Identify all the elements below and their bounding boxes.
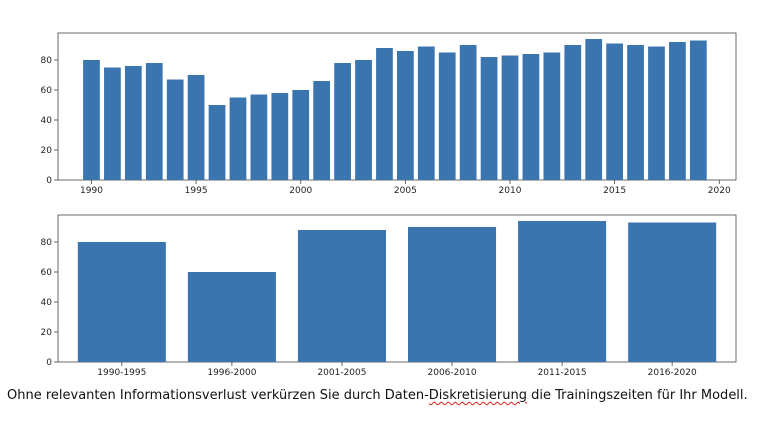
y-tick-label: 20 — [41, 328, 53, 338]
y-tick-label: 0 — [46, 358, 52, 368]
bar — [628, 222, 717, 362]
bar — [417, 46, 435, 180]
bar — [271, 93, 289, 180]
x-tick-label: 2010 — [499, 186, 522, 196]
bar — [480, 57, 498, 180]
bar — [648, 46, 665, 180]
y-tick-label: 60 — [41, 86, 53, 96]
chart-five-year-bins: 0 20 40 60 80 1990-1995 1996-2000 2001-2005 2006… — [41, 214, 737, 375]
bar — [408, 227, 497, 362]
x-tick-label: 1996-2000 — [207, 368, 256, 375]
x-tick-label: 2005 — [394, 186, 417, 196]
y-tick-label: 80 — [41, 238, 53, 248]
bar — [297, 230, 386, 362]
y-tick-label: 20 — [41, 146, 53, 156]
x-tick-label: 2006-2010 — [428, 368, 477, 375]
x-tick-label: 2016-2020 — [648, 368, 697, 375]
x-tick-label: 2001-2005 — [317, 368, 366, 375]
y-tick-label: 60 — [41, 268, 53, 278]
bar — [104, 67, 121, 180]
caption-after: die Trainingszeiten für Ihr Modell. — [526, 388, 748, 403]
bar — [334, 63, 351, 180]
bar — [522, 54, 540, 180]
bar — [229, 97, 247, 180]
y-tick-label: 40 — [41, 298, 53, 308]
caption-text: Ohne relevanten Informationsverlust verk… — [7, 388, 767, 403]
bar — [83, 60, 100, 180]
bar — [501, 55, 519, 180]
spellcheck-word: Diskretisierung — [428, 388, 527, 403]
bar — [397, 51, 414, 180]
bar — [689, 40, 707, 180]
bar — [166, 79, 184, 180]
x-tick-label: 2020 — [708, 186, 731, 196]
bar — [518, 221, 607, 362]
x-tick-label: 2000 — [289, 186, 312, 196]
x-tick-label: 1990-1995 — [97, 368, 146, 375]
bar — [250, 94, 268, 180]
caption-before: Ohne relevanten Informationsverlust verk… — [7, 388, 429, 403]
chart-yearly: 0 20 40 60 80 1990 1995 2000 2005 2010 2015 2020 — [41, 32, 737, 196]
bar — [187, 75, 205, 180]
x-tick-label: 1990 — [80, 186, 103, 196]
bar — [355, 60, 372, 180]
bar — [564, 45, 582, 180]
x-tick-label: 1995 — [185, 186, 208, 196]
bar — [585, 39, 603, 180]
x-tick-label: 2015 — [603, 186, 626, 196]
bar — [292, 90, 310, 180]
bar — [606, 43, 623, 180]
bar — [187, 272, 276, 362]
bar — [543, 52, 561, 180]
y-tick-label: 40 — [41, 116, 53, 126]
bar — [669, 42, 686, 180]
bar — [627, 45, 644, 180]
y-tick-label: 80 — [41, 56, 53, 66]
bar — [77, 242, 166, 362]
y-tick-label: 0 — [46, 176, 52, 186]
x-tick-label: 2011-2015 — [538, 368, 587, 375]
bar — [459, 45, 477, 180]
bar — [145, 63, 163, 180]
bar — [376, 48, 393, 180]
plot-frame — [57, 214, 737, 363]
bar — [208, 105, 226, 180]
bar — [124, 66, 142, 180]
bar — [313, 81, 331, 180]
bar — [438, 52, 456, 180]
